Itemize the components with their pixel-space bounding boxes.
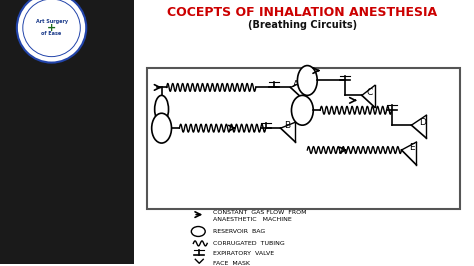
Bar [134, 0, 470, 264]
Circle shape [23, 0, 80, 57]
Ellipse shape [152, 113, 172, 143]
Ellipse shape [155, 95, 169, 123]
Text: E: E [410, 143, 415, 152]
Ellipse shape [292, 95, 313, 125]
Text: EXPIRATORY  VALVE: EXPIRATORY VALVE [213, 251, 274, 256]
Text: D: D [419, 118, 426, 127]
Bar [0, 0, 134, 264]
Text: B: B [284, 121, 291, 130]
Text: C: C [367, 88, 373, 97]
Text: of Ease: of Ease [41, 31, 62, 36]
Text: CONSTANT  GAS FLOW  FROM: CONSTANT GAS FLOW FROM [213, 210, 307, 215]
Text: +: + [47, 23, 56, 33]
Ellipse shape [191, 227, 205, 236]
Text: COCEPTS OF INHALATION ANESTHESIA: COCEPTS OF INHALATION ANESTHESIA [167, 6, 438, 19]
Text: Art Surgery: Art Surgery [36, 19, 68, 24]
Ellipse shape [297, 66, 317, 95]
Text: CORRUGATED  TUBING: CORRUGATED TUBING [213, 241, 285, 246]
Circle shape [17, 0, 86, 63]
Text: A: A [292, 80, 299, 89]
Text: RESERVOIR  BAG: RESERVOIR BAG [213, 229, 265, 234]
Text: (Breathing Circuits): (Breathing Circuits) [248, 20, 357, 30]
Bar [147, 68, 460, 209]
Text: ANAESTHETIC   MACHINE: ANAESTHETIC MACHINE [213, 217, 292, 222]
Text: FACE  MASK: FACE MASK [213, 261, 250, 266]
